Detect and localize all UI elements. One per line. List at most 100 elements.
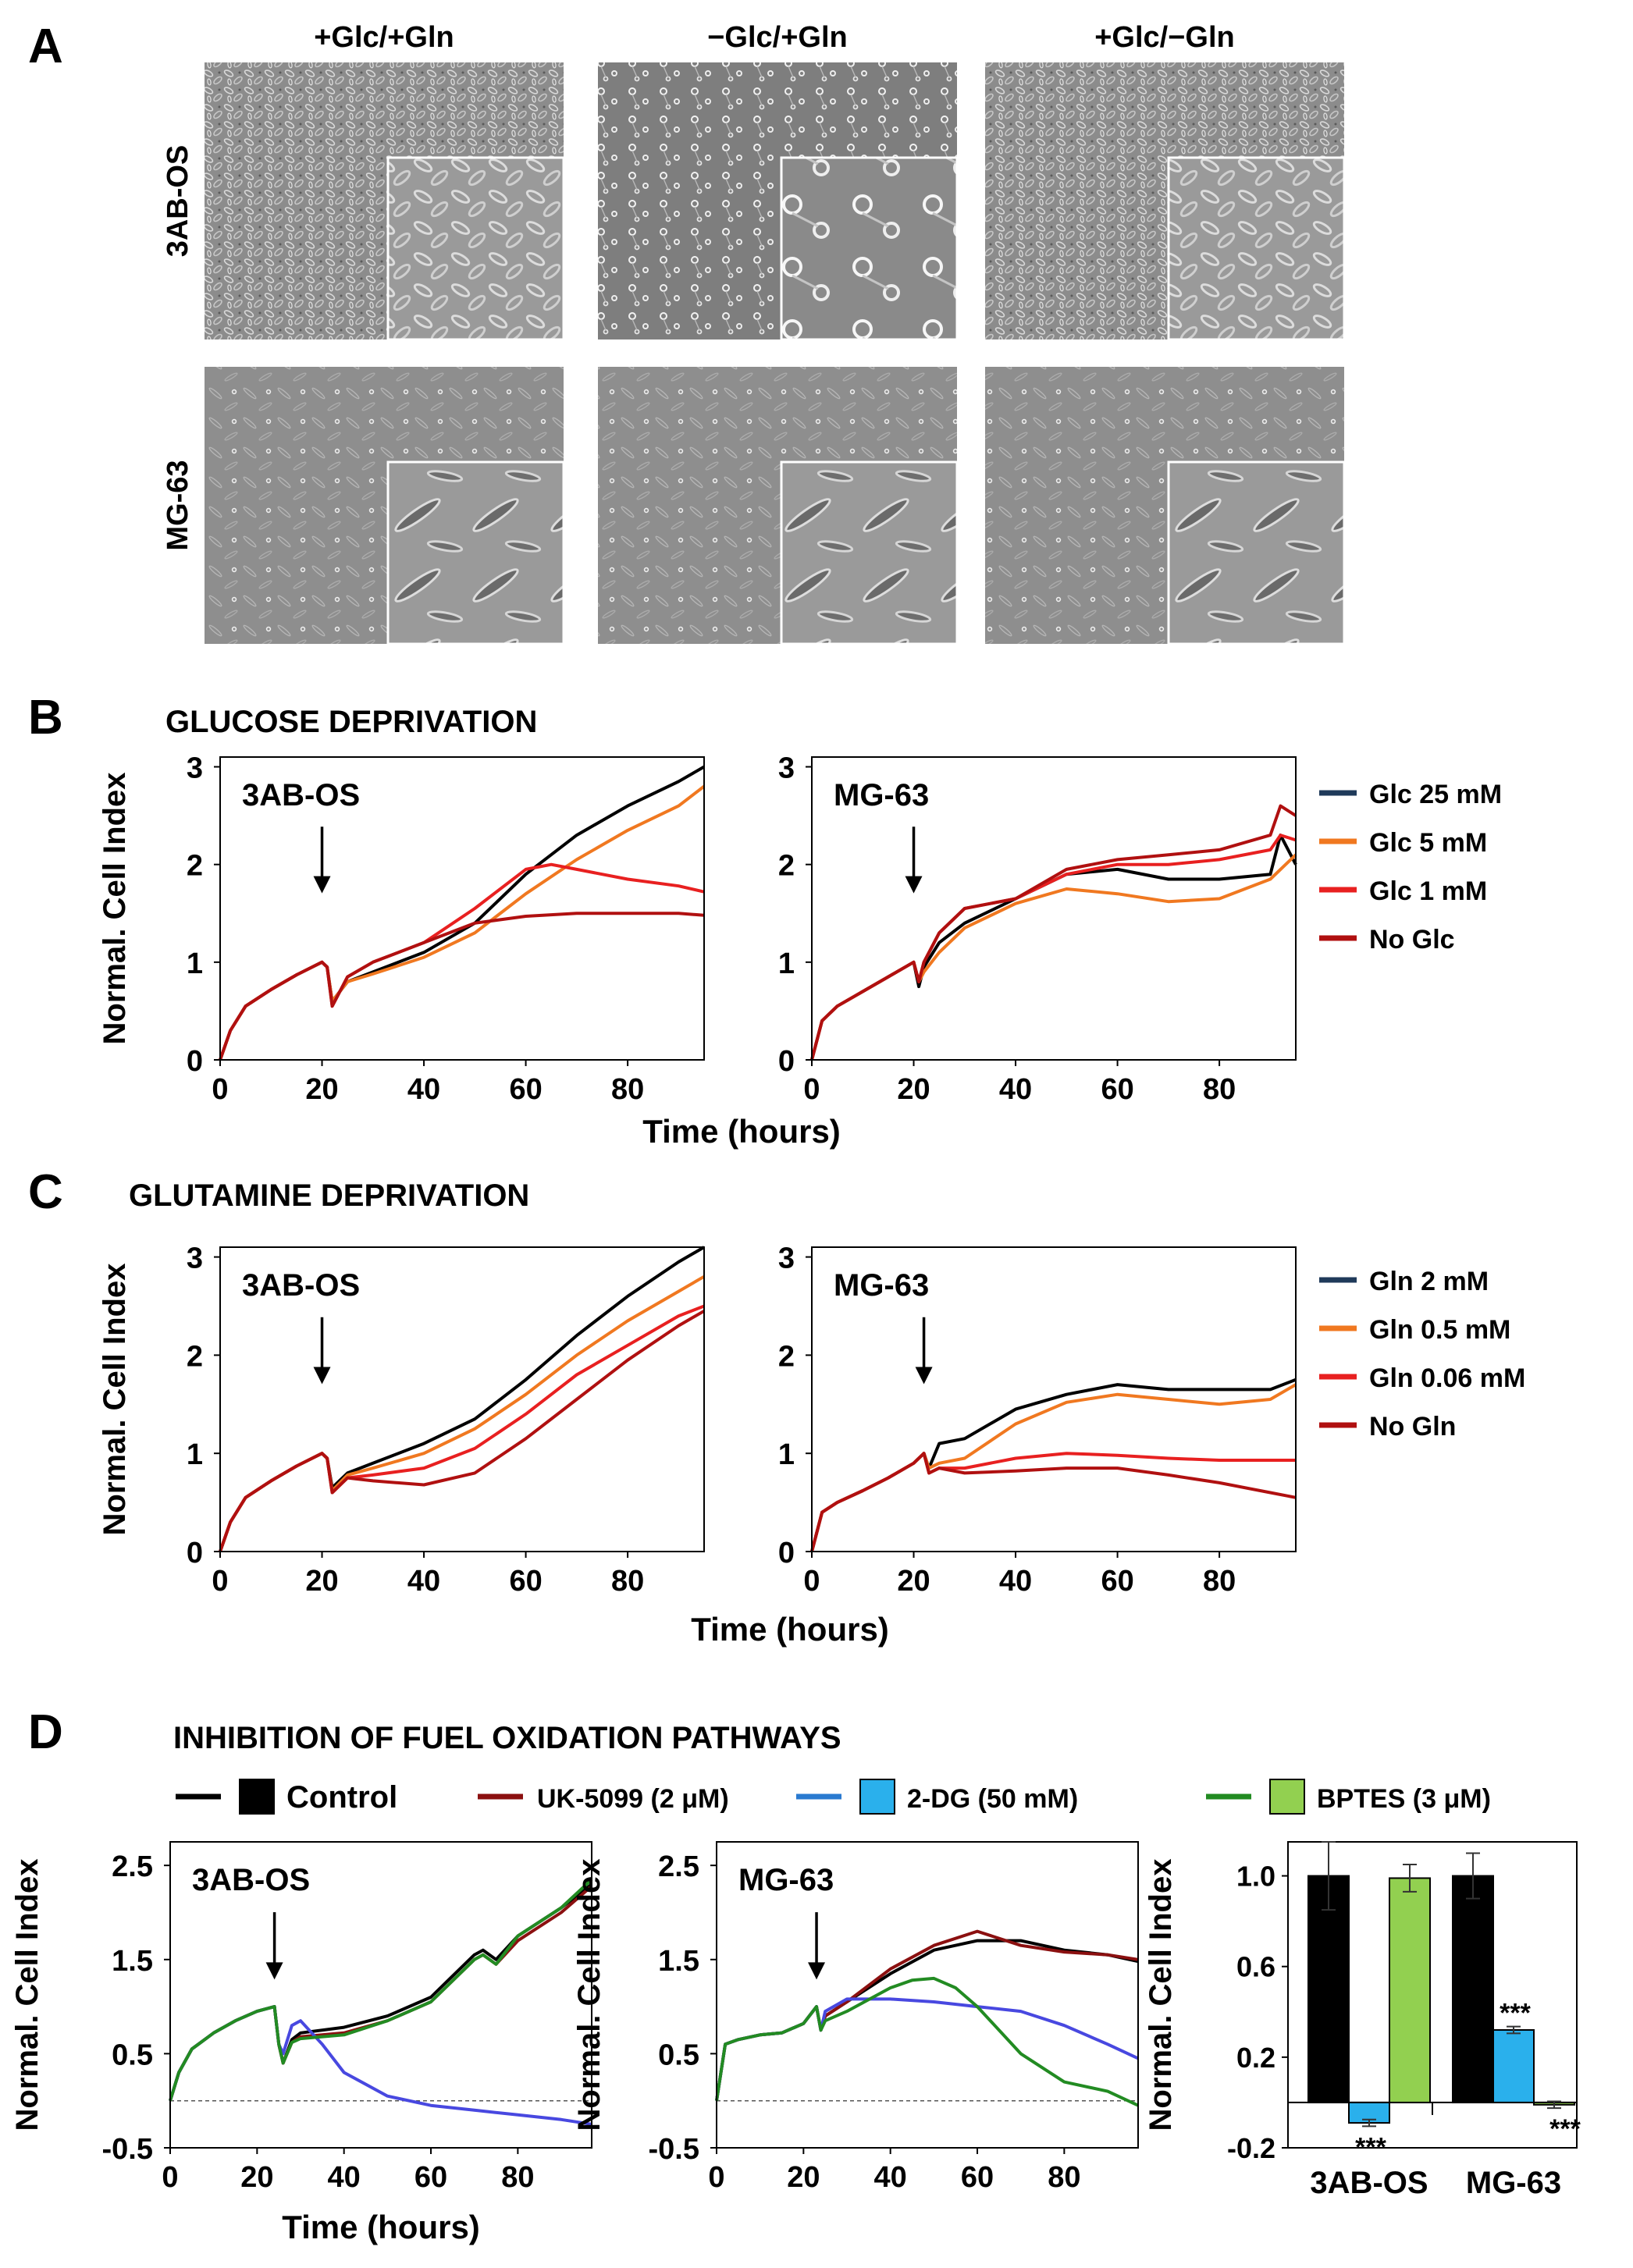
- x-tick-label: 0: [212, 1073, 228, 1106]
- y-axis-label: Normal. Cell Index: [10, 1859, 44, 2131]
- chart-title: INHIBITION OF FUEL OXIDATION PATHWAYS: [173, 1721, 841, 1755]
- y-tick-label: 3: [187, 1242, 203, 1275]
- line-subplot: -0.5 0.5 1.5 2.5 0 20 40 60 80 3AB-OS: [102, 1841, 593, 2194]
- panel-a-row-label: MG-63: [162, 460, 194, 550]
- y-tick-label: 1: [187, 1438, 203, 1471]
- x-tick-label: 80: [611, 1565, 644, 1598]
- bar-chart: -0.2 0.2 0.6 1.0 *** 3AB-OS *** *** MG-63: [1227, 1841, 1581, 2200]
- series-line-no-gln: [219, 1310, 705, 1552]
- x-tick-label: 80: [611, 1073, 644, 1106]
- series-line-glc-25-mm: [810, 834, 1297, 1061]
- micrograph-inset: [386, 156, 565, 341]
- legend-label: Gln 2 mM: [1369, 1267, 1489, 1296]
- y-tick-label: 3: [778, 752, 795, 785]
- y-tick-label: 0: [778, 1537, 795, 1569]
- series-line-no-glc: [219, 912, 705, 1061]
- y-tick-label: 1: [187, 947, 203, 980]
- x-tick-label: 80: [501, 2161, 534, 2194]
- x-tick-label: 20: [305, 1073, 338, 1106]
- panel-letter-a: A: [28, 20, 63, 73]
- subplot-label: 3AB-OS: [192, 1863, 310, 1897]
- panel-letter-c: C: [28, 1165, 63, 1219]
- y-tick-label: 0: [778, 1045, 795, 1078]
- x-axis-label: Time (hours): [642, 1113, 841, 1150]
- significance-marker: ***: [1500, 1999, 1531, 2028]
- y-tick-label: 1: [778, 1438, 795, 1471]
- panel-a-micrographs: +Glc/+Gln −Glc/+Gln +Glc/−Gln 3AB-OS MG-63: [162, 21, 1346, 645]
- bar-control: [1452, 1875, 1494, 2103]
- legend-label: Gln 0.06 mM: [1369, 1363, 1525, 1393]
- y-tick-label: 2.5: [112, 1850, 153, 1883]
- x-axis-label: Time (hours): [282, 2209, 480, 2245]
- y-tick-label: -0.5: [649, 2133, 699, 2166]
- plot-frame: [169, 1841, 592, 2149]
- y-tick-label: 3: [187, 752, 203, 785]
- panel-a-column-label: +Glc/+Gln: [314, 21, 454, 54]
- panel-a-row-label: 3AB-OS: [162, 145, 194, 258]
- legend-label: 2-DG (50 mM): [907, 1784, 1078, 1814]
- x-tick-label: 60: [1101, 1565, 1133, 1598]
- series-line-no-glc: [810, 804, 1297, 1061]
- x-tick-label: 20: [240, 2161, 273, 2194]
- plot-frame: [219, 1246, 705, 1552]
- micrograph-inset: [780, 156, 959, 341]
- y-tick-label: 2: [187, 850, 203, 883]
- panel-letter-b: B: [28, 691, 63, 745]
- y-tick-label: 0.6: [1236, 1951, 1275, 1983]
- x-tick-label: 20: [897, 1073, 930, 1106]
- treatment-arrow-head: [265, 1962, 283, 1980]
- y-axis-label: Normal. Cell Index: [572, 1859, 607, 2131]
- x-tick-label: 0: [162, 2161, 178, 2194]
- category-label: MG-63: [1466, 2166, 1561, 2200]
- treatment-arrow-head: [313, 876, 331, 894]
- y-axis-label: Normal. Cell Index: [1144, 1859, 1178, 2131]
- line-subplot: 0 1 2 3 0 20 40 60 80 3AB-OS: [187, 752, 706, 1106]
- y-axis-label: Normal. Cell Index: [98, 1264, 132, 1536]
- x-tick-label: 40: [407, 1565, 440, 1598]
- y-tick-label: 0.5: [658, 2039, 699, 2071]
- x-tick-label: 60: [961, 2161, 994, 2194]
- x-tick-label: 40: [999, 1565, 1032, 1598]
- line-subplot: 0 1 2 3 0 20 40 60 80 MG-63: [778, 752, 1297, 1106]
- subplot-label: MG-63: [834, 1268, 929, 1303]
- x-tick-label: 40: [407, 1073, 440, 1106]
- treatment-arrow-head: [905, 876, 923, 894]
- legend-label: Glc 5 mM: [1369, 828, 1487, 858]
- y-tick-label: -0.2: [1227, 2132, 1275, 2164]
- legend-label: Control: [286, 1780, 397, 1815]
- micrograph-inset: [1167, 156, 1346, 341]
- series-line-gln-0-5-mm: [219, 1274, 706, 1552]
- subplot-label: MG-63: [834, 778, 929, 812]
- x-tick-label: 0: [708, 2161, 724, 2194]
- y-tick-label: 2.5: [658, 1850, 699, 1883]
- x-tick-label: 60: [509, 1565, 542, 1598]
- panel-d-fuel-oxidation: INHIBITION OF FUEL OXIDATION PATHWAYS Con…: [10, 1721, 1581, 2245]
- bar-control: [1307, 1875, 1350, 2103]
- chart-title: GLUTAMINE DEPRIVATION: [129, 1178, 529, 1213]
- x-tick-label: 80: [1203, 1565, 1236, 1598]
- series-line-glc-5-mm: [219, 784, 706, 1061]
- plot-frame: [219, 756, 705, 1061]
- series-line-gln-0-06-mm: [219, 1304, 705, 1552]
- legend-label: Gln 0.5 mM: [1369, 1315, 1510, 1345]
- bar-bptes-3-m-: [1389, 1877, 1431, 2103]
- y-tick-label: 2: [778, 850, 795, 883]
- plot-frame: [716, 1841, 1139, 2149]
- treatment-arrow-head: [915, 1367, 933, 1385]
- significance-marker: ***: [1549, 2114, 1581, 2144]
- x-tick-label: 40: [874, 2161, 907, 2194]
- x-tick-label: 0: [803, 1073, 820, 1106]
- y-tick-label: 2: [778, 1340, 795, 1373]
- treatment-arrow-head: [808, 1962, 826, 1980]
- legend-label: UK-5099 (2 μM): [537, 1784, 729, 1814]
- x-axis-label: Time (hours): [691, 1611, 889, 1648]
- bar-plot-frame: [1287, 1841, 1578, 2149]
- x-tick-label: 60: [509, 1073, 542, 1106]
- panel-letter-d: D: [28, 1705, 63, 1759]
- y-tick-label: 3: [778, 1242, 795, 1275]
- legend-bar-swatch: [1269, 1779, 1305, 1815]
- x-tick-label: 40: [999, 1073, 1032, 1106]
- y-tick-label: 1: [778, 947, 795, 980]
- series-line-uk-5099-2-m-: [169, 1885, 593, 2102]
